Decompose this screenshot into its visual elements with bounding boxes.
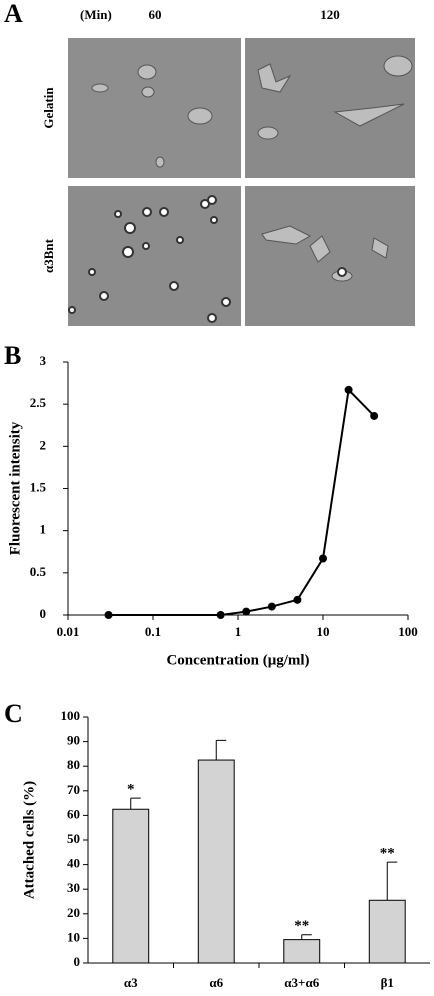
- y-tick-label: 80: [67, 757, 80, 772]
- y-tick-label: 90: [67, 733, 80, 748]
- time-unit: (Min): [80, 7, 112, 22]
- time-label: 120: [320, 7, 340, 22]
- x-axis-title: Concentration (μg/ml): [166, 652, 309, 668]
- x-tick-label: 1: [235, 624, 242, 639]
- error-bar: [386, 861, 398, 901]
- data-point: [370, 411, 379, 420]
- data-point: [319, 554, 327, 563]
- bar: [283, 939, 321, 964]
- row-label: Gelatin: [41, 87, 56, 129]
- data-point: [242, 607, 251, 616]
- significance-mark: *: [127, 782, 135, 798]
- y-tick-label: 2.5: [30, 395, 47, 410]
- y-tick-label: 2: [40, 437, 47, 452]
- row-label: α3Bnt: [41, 238, 56, 273]
- x-tick-label: α3: [124, 975, 138, 990]
- significance-mark: **: [380, 846, 395, 862]
- y-tick-label: 50: [67, 831, 80, 846]
- y-axis-title: Attached cells (%): [21, 781, 37, 899]
- data-line: [108, 387, 375, 616]
- y-tick-label: 0: [40, 606, 47, 621]
- x-tick-label: 0.01: [57, 624, 80, 639]
- data-point: [104, 611, 113, 619]
- bar: [368, 899, 406, 964]
- time-label: 60: [149, 7, 162, 22]
- data-point: [267, 602, 276, 611]
- y-tick-label: 10: [67, 929, 80, 944]
- y-tick-label: 30: [67, 880, 80, 895]
- data-point: [216, 611, 225, 619]
- y-tick-label: 1: [40, 522, 47, 537]
- y-tick-label: 70: [67, 782, 80, 797]
- data-point: [293, 595, 302, 604]
- x-tick-label: 10: [317, 624, 330, 639]
- x-tick-label: β1: [381, 975, 394, 990]
- x-tick-label: 100: [398, 624, 418, 639]
- micrograph: [68, 186, 241, 326]
- y-tick-label: 3: [40, 353, 47, 368]
- y-tick-label: 20: [67, 905, 80, 920]
- bar: [112, 808, 150, 964]
- bar: [197, 759, 235, 964]
- y-tick-label: 0: [74, 954, 81, 969]
- significance-mark: **: [294, 918, 309, 934]
- data-point: [344, 385, 353, 394]
- panel-label: B: [4, 341, 21, 370]
- y-tick-label: 60: [67, 806, 80, 821]
- panel-label: C: [4, 699, 23, 728]
- panel-label: A: [4, 0, 23, 28]
- y-tick-label: 1.5: [30, 479, 47, 494]
- y-axis-title: Fluorescent intensity: [7, 421, 23, 555]
- x-tick-label: α3+α6: [284, 975, 319, 990]
- micrographs: [68, 38, 415, 326]
- error-bar: [301, 934, 312, 940]
- error-bar: [215, 739, 227, 761]
- y-tick-label: 100: [61, 708, 81, 723]
- x-tick-label: α6: [209, 975, 223, 990]
- micrograph: [68, 38, 241, 178]
- y-tick-label: 40: [67, 856, 80, 871]
- y-tick-label: 0.5: [30, 564, 47, 579]
- x-tick-label: 0.1: [145, 624, 161, 639]
- micrograph: [245, 186, 415, 326]
- error-bar: [130, 797, 141, 810]
